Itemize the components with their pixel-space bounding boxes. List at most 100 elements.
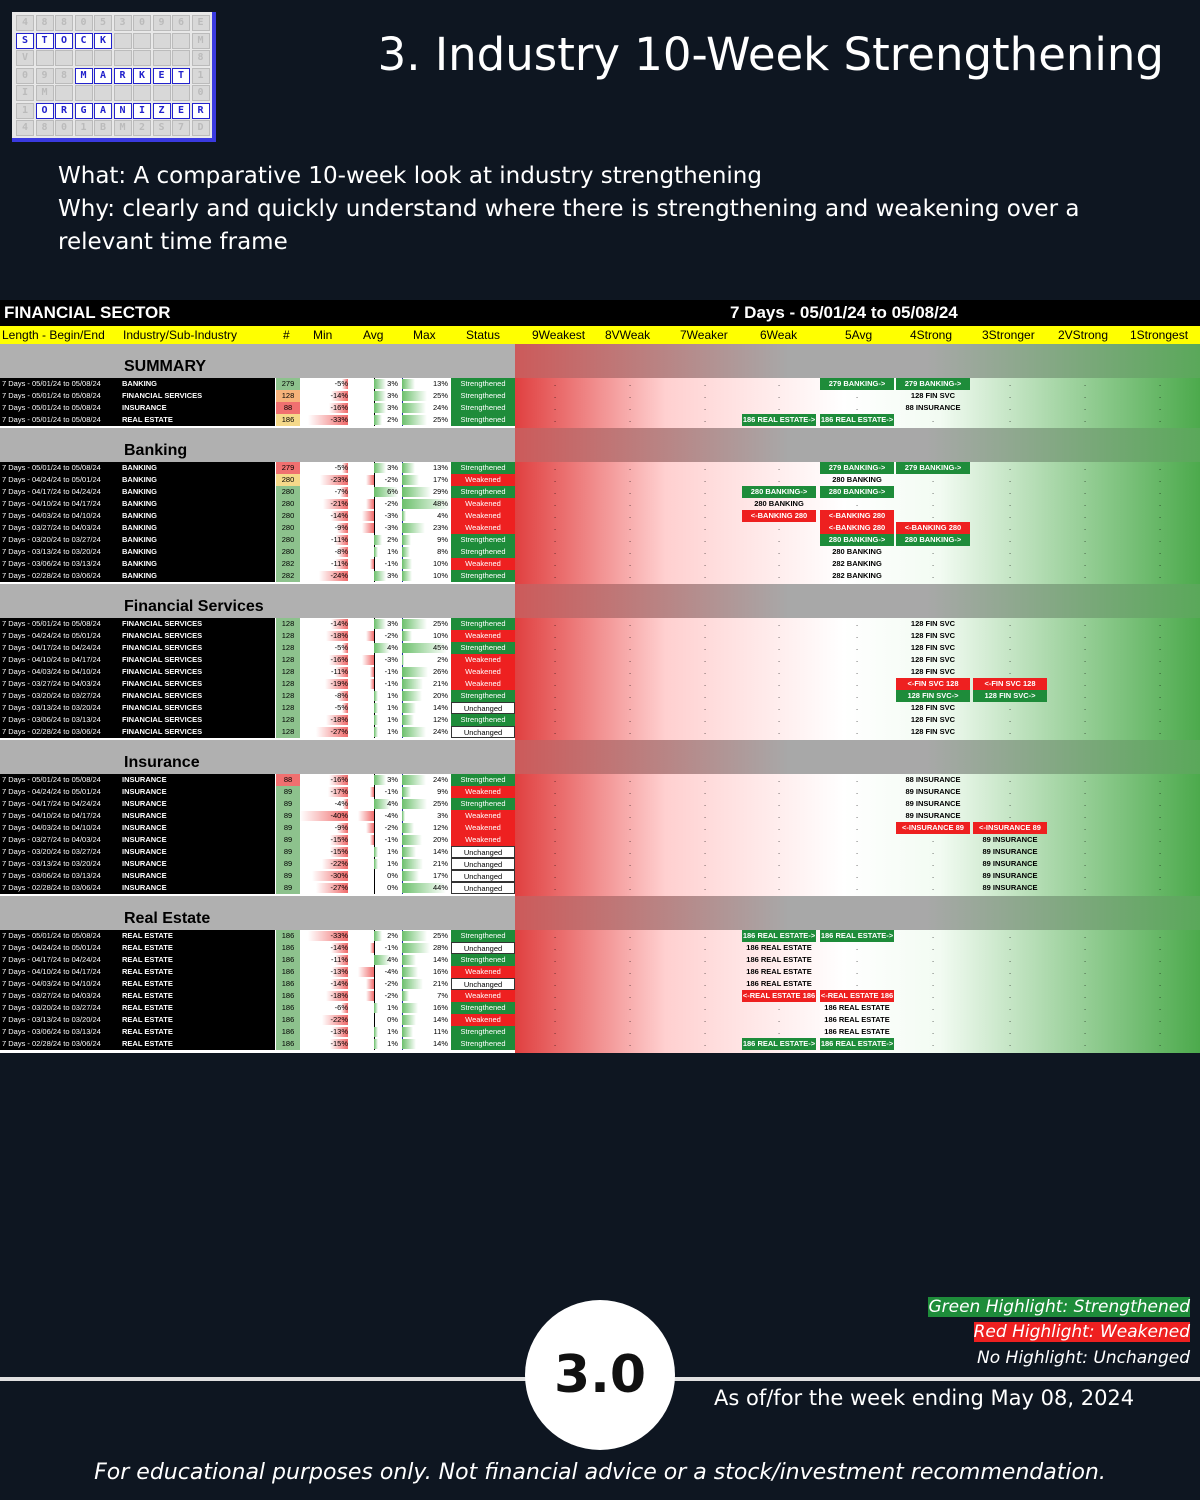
empty-rank-dot: . [703, 523, 707, 532]
logo-cell [94, 50, 112, 66]
empty-rank-dot: . [553, 967, 557, 976]
max-bar [402, 967, 418, 977]
empty-rank-dot: . [1083, 871, 1087, 880]
table-row: 7 Days - 04/10/24 to 04/17/24 BANKING 280 -… [0, 498, 1200, 510]
avg-value: 3% [387, 403, 398, 412]
column-header: Max [413, 328, 436, 342]
max-value: 21% [432, 859, 448, 868]
min-cell: -14% [300, 510, 350, 522]
min-bar [331, 943, 348, 953]
max-cell: 17% [400, 474, 450, 486]
avg-value: 6% [387, 487, 398, 496]
empty-rank-dot: . [1158, 475, 1162, 484]
rank-label: 88 INSURANCE [905, 403, 961, 412]
avg-value: 1% [387, 1027, 398, 1036]
empty-rank-dot: . [1083, 955, 1087, 964]
rank-label: 186 REAL ESTATE-> [742, 930, 816, 942]
min-value: -11% [331, 535, 348, 544]
empty-rank-dot: . [777, 871, 781, 880]
logo-cell: 1 [74, 120, 93, 136]
empty-rank-dot: . [1083, 475, 1087, 484]
min-bar [334, 535, 348, 545]
rank-label: 279 BANKING-> [820, 462, 894, 474]
max-cell: 12% [400, 822, 450, 834]
empty-rank-dot: . [628, 799, 632, 808]
empty-rank-dot: . [855, 655, 859, 664]
description: What: A comparative 10-week look at indu… [58, 160, 1158, 259]
industry-text: FINANCIAL SERVICES [122, 727, 203, 736]
empty-rank-dot: . [1083, 859, 1087, 868]
count-cell: 128 [276, 726, 300, 738]
min-value: -15% [330, 835, 348, 844]
empty-rank-dot: . [1008, 499, 1012, 508]
max-value: 14% [432, 703, 448, 712]
column-header: Length - Begin/End [2, 328, 105, 342]
empty-rank-dot: . [1083, 535, 1087, 544]
min-value: -9% [334, 523, 348, 532]
length-cell: 7 Days - 04/03/24 to 04/10/24 INSURANCE [0, 822, 275, 834]
empty-rank-dot: . [553, 487, 557, 496]
status-badge: Unchanged [451, 978, 515, 990]
empty-rank-dot: . [1158, 811, 1162, 820]
rank-label: 89 INSURANCE [982, 859, 1038, 868]
empty-rank-dot: . [1008, 631, 1012, 640]
avg-cell: 0% [350, 1014, 400, 1026]
max-cell: 21% [400, 678, 450, 690]
empty-rank-dot: . [855, 631, 859, 640]
avg-bar [374, 487, 398, 497]
rank-label: 128 FIN SVC [910, 391, 956, 400]
length-text: 7 Days - 04/10/24 to 04/17/24 [2, 967, 101, 976]
empty-rank-dot: . [628, 835, 632, 844]
status-badge: Strengthened [451, 954, 515, 966]
logo-cell: A [94, 67, 112, 84]
empty-rank-dot: . [1158, 1003, 1162, 1012]
count-cell: 89 [276, 786, 300, 798]
rank-label: 128 FIN SVC [910, 715, 956, 724]
table-row: 7 Days - 03/13/24 to 03/20/24 FINANCIAL S… [0, 702, 1200, 714]
empty-rank-dot: . [1083, 967, 1087, 976]
empty-rank-dot: . [931, 967, 935, 976]
empty-rank-dot: . [1008, 643, 1012, 652]
logo-cell: C [74, 32, 93, 49]
min-cell: -27% [300, 726, 350, 738]
empty-rank-dot: . [628, 571, 632, 580]
max-bar [402, 859, 423, 869]
empty-rank-dot: . [1158, 619, 1162, 628]
page-title: 3. Industry 10-Week Strengthening [377, 28, 1164, 81]
empty-rank-dot: . [1083, 463, 1087, 472]
empty-rank-dot: . [1158, 535, 1162, 544]
empty-rank-dot: . [628, 943, 632, 952]
logo-cell [133, 85, 151, 101]
empty-rank-dot: . [1158, 943, 1162, 952]
empty-rank-dot: . [1158, 823, 1162, 832]
length-text: 7 Days - 05/01/24 to 05/08/24 [2, 379, 101, 388]
logo-cell [55, 85, 73, 101]
empty-rank-dot: . [777, 631, 781, 640]
empty-rank-dot: . [777, 475, 781, 484]
avg-value: 0% [387, 1015, 398, 1024]
column-header: 1Strongest [1130, 328, 1189, 342]
logo-cell: 0 [55, 120, 73, 136]
empty-rank-dot: . [1158, 511, 1162, 520]
avg-axis [374, 834, 375, 846]
empty-rank-dot: . [1083, 727, 1087, 736]
avg-value: 1% [387, 703, 398, 712]
empty-rank-dot: . [628, 643, 632, 652]
avg-value: -2% [384, 631, 398, 640]
min-bar [342, 379, 348, 389]
status-badge: Weakened [451, 678, 515, 690]
industry-text: REAL ESTATE [122, 1039, 173, 1048]
empty-rank-dot: . [855, 955, 859, 964]
min-bar [331, 391, 348, 401]
empty-rank-dot: . [1083, 1015, 1087, 1024]
count-cell: 88 [276, 774, 300, 786]
max-cell: 16% [400, 966, 450, 978]
column-header: 6Weak [760, 328, 798, 342]
empty-rank-dot: . [703, 859, 707, 868]
logo-cell [94, 85, 112, 101]
max-cell: 13% [400, 378, 450, 390]
status-badge: Strengthened [451, 534, 515, 546]
empty-rank-dot: . [553, 403, 557, 412]
period-title: 7 Days - 05/01/24 to 05/08/24 [730, 303, 958, 322]
column-header: Industry/Sub-Industry [123, 328, 238, 342]
